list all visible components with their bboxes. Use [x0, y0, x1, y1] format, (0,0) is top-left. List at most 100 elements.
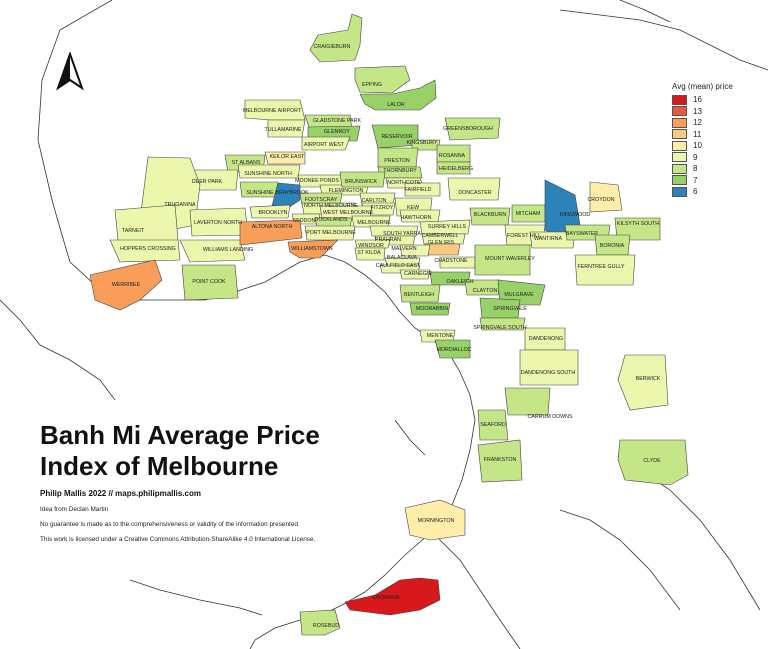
suburb-label-truganina: TRUGANINA — [164, 202, 196, 208]
suburb-carnegie — [399, 269, 431, 280]
suburb-label-caulfield-east: CAULFIELD EAST — [376, 263, 421, 269]
suburb-label-point-cook: POINT COOK — [192, 279, 226, 285]
suburb-label-northcote: NORTHCOTE — [387, 180, 421, 186]
suburb-label-thornbury: THORNBURY — [383, 168, 417, 174]
suburb-label-carnegie: CARNEGIE — [404, 271, 432, 277]
suburb-brooklyn — [249, 204, 291, 219]
suburb-label-dandenong-south: DANDENONG SOUTH — [521, 370, 576, 376]
suburb-cromana — [344, 577, 441, 616]
suburb-label-prahran: PRAHRAN — [375, 237, 401, 243]
suburb-label-moonee-ponds: MOONEE PONDS — [295, 178, 339, 184]
legend-swatch — [672, 186, 687, 197]
suburb-label-hawthorn: HAWTHORN — [401, 215, 432, 221]
suburb-clayton — [464, 279, 501, 296]
suburb-label-glenroy: GLENROY — [324, 129, 350, 135]
suburb-springvale-south — [479, 317, 526, 331]
byline: Philip Mallis 2022 // maps.philipmallis.… — [40, 489, 201, 498]
suburb-label-kingsbury: KINGSBURY — [406, 140, 438, 146]
legend-item: 12 — [672, 117, 733, 129]
suburb-label-south-yarra: SOUTH YARRA — [383, 231, 421, 237]
suburb-label-epping: EPPING — [362, 82, 382, 88]
suburb-point-cook — [181, 264, 239, 301]
suburb-label-mentone: MENTONE — [427, 333, 454, 339]
suburb-label-wantirna: WANTIRNA — [534, 236, 563, 242]
suburb-seaford — [477, 409, 509, 441]
suburb-label-kilsyth-south: KILSYTH SOUTH — [617, 221, 659, 227]
suburb-label-footscray: FOOTSCRAY — [305, 197, 338, 203]
suburb-label-surrey-hills: SURREY HILLS — [428, 224, 467, 230]
suburb-label-bayswater: BAYSWATER — [566, 231, 598, 237]
suburb-st-kilda — [354, 247, 386, 261]
suburb-label-airport-west: AIRPORT WEST — [304, 142, 345, 148]
suburb-label-werribee: WERRIBEE — [112, 282, 141, 288]
suburb-label-sunshine-north: SUNSHINE NORTH — [244, 171, 292, 177]
map-title: Banh Mi Average Price Index of Melbourne — [40, 420, 320, 481]
suburb-label-keilor-east: KEILOR EAST — [270, 154, 305, 160]
suburb-label-malvern: MALVERN — [391, 246, 416, 252]
suburb-label-williamstown: WILLIAMSTOWN — [291, 246, 333, 252]
legend-item: 10 — [672, 140, 733, 152]
suburb-label-williams-landing: WILLIAMS LANDING — [203, 247, 253, 253]
suburb-label-clyde: CLYDE — [643, 458, 661, 464]
legend-label: 13 — [693, 106, 702, 116]
suburb-label-doncaster: DONCASTER — [458, 190, 491, 196]
suburb-port-melbourne — [304, 225, 356, 241]
suburb-moorabbin — [409, 302, 451, 316]
north-arrow-icon — [55, 50, 85, 97]
suburb-label-heidelberg: HEIDELBERG — [439, 166, 473, 172]
suburb-label-seaford: SEAFORD — [480, 422, 506, 428]
legend-label: 16 — [693, 95, 702, 105]
legend-item: 9 — [672, 152, 733, 164]
suburb-label-north-melbourne: NORTH MELBOURNE — [304, 203, 358, 209]
suburb-label-ringwood: RINGWOOD — [560, 212, 590, 218]
suburb-label-laverton-north: LAVERTON NORTH — [194, 220, 242, 226]
suburb-label-melbourne-airport: MELBOURNE AIRPORT — [243, 108, 302, 114]
suburb-brunswick — [339, 171, 386, 188]
suburb-label-st-kilda: ST KILDA — [357, 250, 381, 256]
suburb-label-brunswick: BRUNSWICK — [345, 179, 378, 185]
suburb-frankston — [477, 439, 523, 483]
suburb-berwick — [617, 354, 669, 411]
legend-title: Avg (mean) price — [672, 82, 733, 91]
suburb-greensborough — [444, 117, 501, 141]
suburb-kilsyth-south — [614, 217, 661, 241]
suburb-dandenong-south — [519, 349, 579, 386]
suburb-doncaster — [447, 177, 501, 201]
suburb-keilor-east — [264, 151, 306, 165]
suburb-south-yarra — [369, 225, 419, 237]
suburb-label-sunshine: SUNSHINE — [246, 190, 274, 196]
suburb-hoppers-crossing — [109, 239, 181, 263]
suburb-label-altona-north: ALTONA NORTH — [252, 224, 293, 230]
suburb-label-melbourne: MELBOURNE — [357, 220, 391, 226]
suburb-label-glen-iris: GLEN IRIS — [428, 240, 455, 246]
suburb-heidelberg — [436, 161, 471, 175]
legend-item: 8 — [672, 163, 733, 175]
note-disclaimer: No guarantee is made as to the comprehen… — [40, 521, 300, 529]
suburb-williamstown — [287, 239, 339, 259]
suburb-label-carlton: CARLTON — [362, 198, 387, 204]
suburb-altona-north — [239, 219, 303, 246]
suburb-layer: CRAIGIEBURN EPPING LALOR MELBOURNE AIRPORT G… — [89, 13, 689, 636]
legend-label: 8 — [693, 164, 698, 174]
legend-label: 12 — [693, 118, 702, 128]
suburb-label-fitzroy: FITZROY — [371, 205, 394, 211]
legend-label: 9 — [693, 152, 698, 162]
suburb-mornington — [404, 499, 466, 541]
suburb-label-west-melbourne: WEST MELBOURNE — [323, 210, 374, 216]
suburb-label-mulgrave: MULGRAVE — [504, 292, 534, 298]
suburb-label-frankston: FRANKSTON — [484, 457, 517, 463]
suburb-label-chadstone: CHADSTONE — [434, 258, 468, 264]
suburb-label-cromana: CROMANA — [372, 595, 400, 601]
suburb-label-berwick: BERWICK — [636, 376, 661, 382]
notes: Idea from Declan Martin No guarantee is … — [40, 506, 320, 552]
legend-label: 7 — [693, 175, 698, 185]
suburb-lalor — [359, 79, 437, 111]
legend-item: 11 — [672, 129, 733, 141]
legend-swatch — [672, 94, 687, 105]
suburb-label-dandenong: DANDENONG — [529, 336, 563, 342]
suburb-label-docklands: DOCKLANDS — [315, 217, 348, 223]
suburb-mount-waverley — [474, 244, 531, 276]
suburb-label-boronia: BORONIA — [600, 243, 625, 249]
suburb-label-windsor: WINDSOR — [358, 243, 384, 249]
